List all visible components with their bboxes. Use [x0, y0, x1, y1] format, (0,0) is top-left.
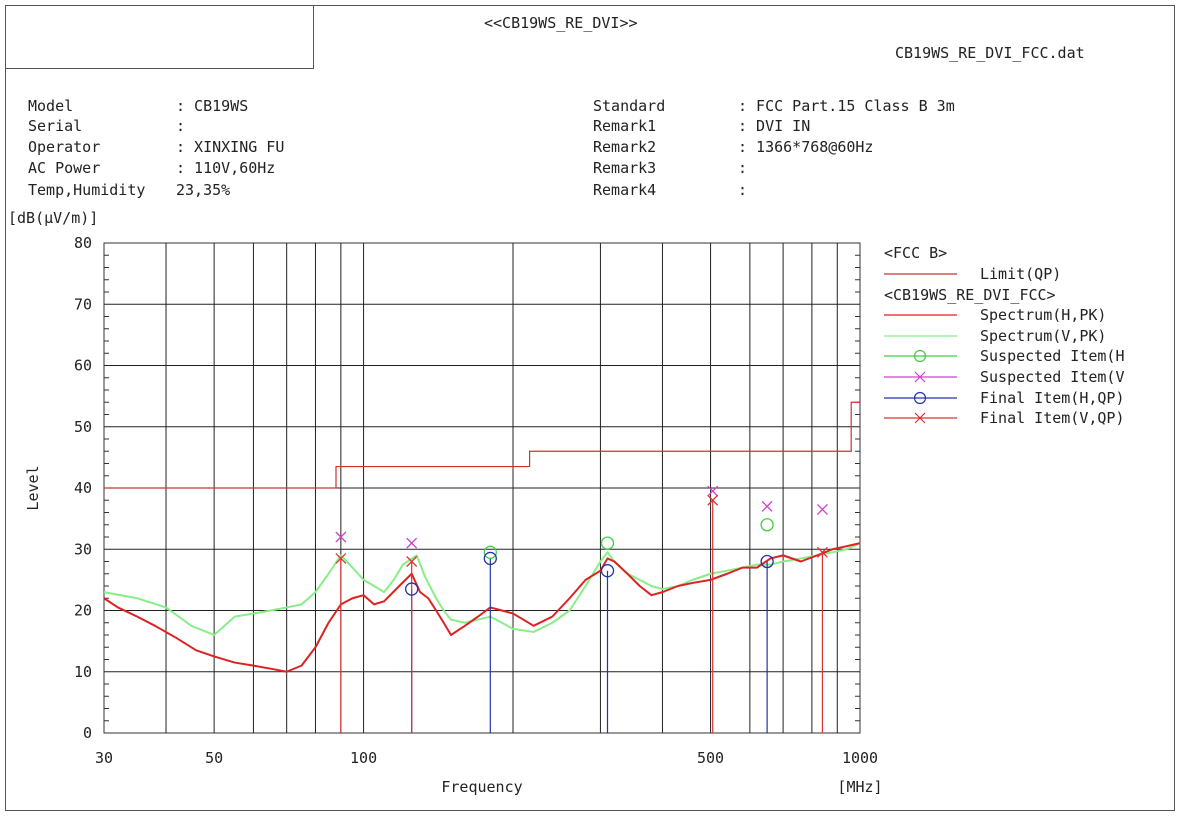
y-tick-label: 0	[83, 724, 92, 742]
suspected-item-h-marker	[760, 518, 774, 532]
x-tick-label: 100	[350, 749, 377, 767]
x-unit-label: [MHz]	[837, 778, 882, 796]
info-value-serial: :	[176, 117, 186, 135]
x-tick-label: 50	[205, 749, 223, 767]
legend-item-label: Suspected Item(V	[980, 368, 1125, 386]
x-tick-label: 30	[95, 749, 113, 767]
final-item-v-marker	[816, 546, 828, 558]
cross-stroke	[335, 552, 347, 564]
cross-stroke	[335, 531, 347, 543]
legend-item-label: Final Item(V,QP)	[980, 409, 1125, 427]
legend-item-label: Spectrum(V,PK)	[980, 327, 1106, 345]
info-value-remark2: : 1366*768@60Hz	[738, 138, 874, 156]
info-label-remark2: Remark2	[593, 138, 657, 156]
report-title: <<CB19WS_RE_DVI>>	[484, 14, 638, 32]
cross-stroke	[761, 500, 773, 512]
info-label-remark4: Remark4	[593, 181, 657, 199]
x-tick-label: 500	[697, 749, 724, 767]
y-axis-title: Level	[24, 465, 42, 510]
final-item-h-marker	[405, 582, 419, 596]
info-label-ac-power: AC Power	[28, 159, 101, 177]
legend-group-cb19ws: <CB19WS_RE_DVI_FCC>	[884, 286, 1056, 304]
x-tick-label: 1000	[842, 749, 878, 767]
info-label-standard: Standard	[593, 97, 666, 115]
info-label-temp-humidity: Temp,Humidity	[28, 181, 146, 199]
suspected-item-h-marker	[483, 545, 497, 559]
title-box	[5, 5, 314, 69]
cross-stroke	[707, 485, 719, 497]
info-value-operator: : XINXING FU	[176, 138, 285, 156]
cross-stroke	[406, 556, 418, 567]
legend-circle-marker	[913, 349, 927, 363]
legend-cross-marker	[914, 371, 926, 383]
x-axis-title: Frequency	[441, 778, 522, 796]
final-item-h-marker	[760, 554, 774, 569]
info-label-operator: Operator	[28, 138, 101, 156]
legend-item-label: Suspected Item(H	[980, 347, 1125, 365]
info-label-serial: Serial	[28, 117, 83, 135]
info-value-remark1: : DVI IN	[738, 117, 811, 135]
spectrum-h-pk-line	[103, 542, 861, 673]
cross-stroke	[816, 546, 828, 558]
axis-ticks: 0 10 20 30 40 50 60 70 80 30 50 100 500 1000	[74, 234, 878, 767]
suspected-item-h-marker	[600, 536, 615, 550]
info-label-remark3: Remark3	[593, 159, 657, 177]
info-value-temp-humidity: 23,35%	[176, 181, 231, 199]
item-marker-layer	[335, 485, 828, 733]
suspected-item-v-marker	[761, 500, 773, 512]
limit-line-qp	[104, 401, 860, 489]
legend-group-fcc-b: <FCC B>	[884, 244, 947, 262]
spectrum-v-pk-line	[103, 542, 861, 636]
final-item-v-marker	[335, 552, 347, 564]
y-tick-label: 50	[74, 418, 92, 436]
final-item-v-marker	[707, 494, 719, 506]
limit-line-layer	[104, 401, 860, 489]
final-item-h-marker	[483, 551, 497, 566]
y-tick-label: 20	[74, 602, 92, 620]
final-item-h-marker	[600, 564, 615, 578]
spectrum-layer	[103, 542, 861, 673]
suspected-item-v-marker	[707, 485, 719, 497]
suspected-item-v-marker	[335, 531, 347, 543]
info-value-standard: : FCC Part.15 Class B 3m	[738, 97, 955, 115]
y-tick-label: 10	[74, 663, 92, 681]
info-label-model: Model	[28, 97, 74, 115]
legend-item-label: Final Item(H,QP)	[980, 389, 1125, 407]
legend-circle-marker	[913, 391, 927, 405]
info-label-remark1: Remark1	[593, 117, 657, 135]
y-tick-label: 40	[74, 479, 92, 497]
legend-item-label: Spectrum(H,PK)	[980, 306, 1106, 324]
data-file-name: CB19WS_RE_DVI_FCC.dat	[895, 44, 1085, 62]
legend: <FCC B> <CB19WS_RE_DVI_FCC> Limit(QP) Spect…	[884, 244, 1125, 427]
info-value-remark4: :	[738, 181, 748, 199]
suspected-item-v-marker	[406, 537, 418, 549]
legend-cross-marker	[914, 412, 926, 424]
suspected-item-v-marker	[816, 503, 828, 515]
final-item-v-marker	[406, 556, 418, 567]
y-tick-label: 30	[74, 540, 92, 558]
cross-stroke	[816, 503, 828, 515]
y-tick-label: 60	[74, 357, 92, 375]
y-unit-label: [dB(µV/m)]	[8, 209, 98, 227]
info-value-ac-power: : 110V,60Hz	[176, 159, 276, 177]
legend-item-label: Limit(QP)	[980, 265, 1061, 283]
cross-stroke	[406, 537, 418, 549]
cross-stroke	[707, 494, 719, 506]
y-tick-label: 70	[74, 295, 92, 313]
info-value-model: : CB19WS	[176, 97, 249, 115]
y-tick-label: 80	[74, 234, 92, 252]
page-frame	[5, 5, 1175, 811]
info-value-remark3: :	[738, 159, 748, 177]
